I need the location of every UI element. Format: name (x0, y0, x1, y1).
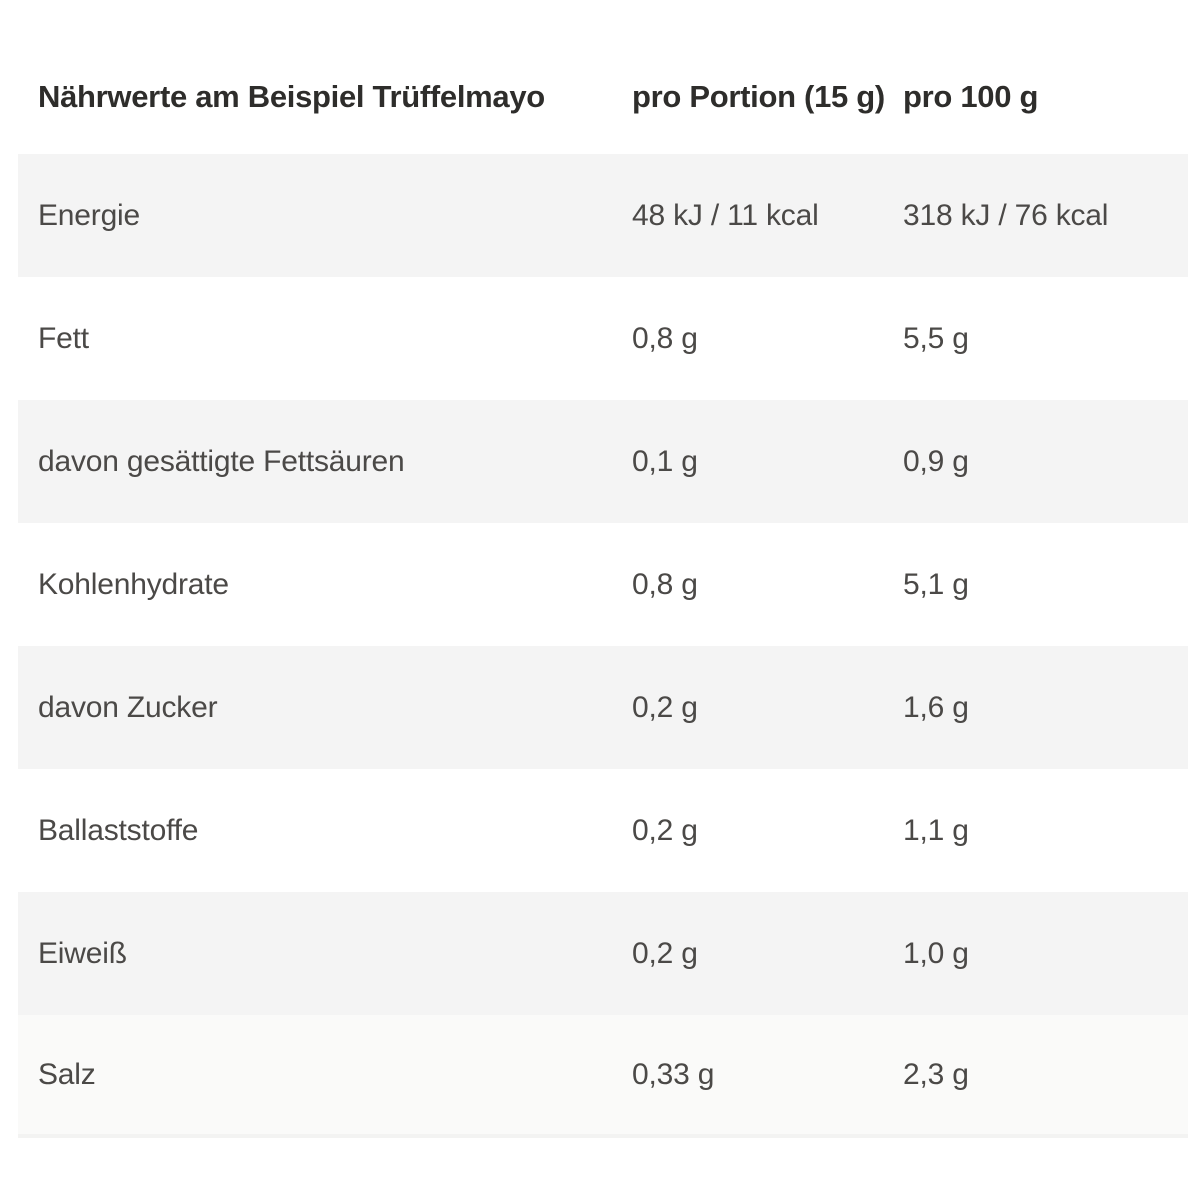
nutrient-label: Fett (38, 321, 89, 355)
table-row-eiweiss: Eiweiß 0,2 g 1,0 g (18, 892, 1188, 1015)
nutrient-label: davon Zucker (38, 690, 218, 724)
header-per-100g: pro 100 g (903, 79, 1039, 114)
table-row-gesaettigte-fettsaeuren: davon gesättigte Fettsäuren 0,1 g 0,9 g (18, 400, 1188, 523)
nutrient-per-portion: 0,8 g (632, 567, 698, 601)
nutrient-per-portion: 0,8 g (632, 321, 698, 355)
nutrient-label: davon gesättigte Fettsäuren (38, 444, 405, 478)
nutrient-per-portion: 0,2 g (632, 690, 698, 724)
nutrient-per-100g: 5,1 g (903, 567, 969, 601)
nutrient-per-portion: 48 kJ / 11 kcal (632, 198, 819, 232)
nutrient-per-100g: 5,5 g (903, 321, 969, 355)
nutrient-per-100g: 0,9 g (903, 444, 969, 478)
header-nutrients-title: Nährwerte am Beispiel Trüffelmayo (38, 79, 545, 114)
nutrient-label: Kohlenhydrate (38, 567, 229, 601)
nutrient-label: Eiweiß (38, 936, 127, 970)
nutrient-label: Salz (38, 1057, 96, 1091)
table-row-ballaststoffe: Ballaststoffe 0,2 g 1,1 g (18, 769, 1188, 892)
nutrient-per-100g: 2,3 g (903, 1057, 969, 1091)
nutrition-table: Nährwerte am Beispiel Trüffelmayo pro Po… (18, 0, 1188, 1138)
nutrient-per-portion: 0,33 g (632, 1057, 715, 1091)
table-header-row: Nährwerte am Beispiel Trüffelmayo pro Po… (18, 0, 1188, 154)
header-per-portion: pro Portion (15 g) (632, 79, 885, 114)
nutrient-per-100g: 1,6 g (903, 690, 969, 724)
nutrient-per-portion: 0,2 g (632, 936, 698, 970)
table-row-energie: Energie 48 kJ / 11 kcal 318 kJ / 76 kcal (18, 154, 1188, 277)
nutrient-per-100g: 1,0 g (903, 936, 969, 970)
nutrient-per-portion: 0,2 g (632, 813, 698, 847)
nutrient-per-100g: 318 kJ / 76 kcal (903, 198, 1109, 232)
table-row-salz: Salz 0,33 g 2,3 g (18, 1015, 1188, 1138)
nutrient-per-100g: 1,1 g (903, 813, 969, 847)
table-row-kohlenhydrate: Kohlenhydrate 0,8 g 5,1 g (18, 523, 1188, 646)
table-row-zucker: davon Zucker 0,2 g 1,6 g (18, 646, 1188, 769)
table-row-fett: Fett 0,8 g 5,5 g (18, 277, 1188, 400)
nutrient-label: Energie (38, 198, 141, 232)
nutrient-per-portion: 0,1 g (632, 444, 698, 478)
nutrient-label: Ballaststoffe (38, 813, 199, 847)
